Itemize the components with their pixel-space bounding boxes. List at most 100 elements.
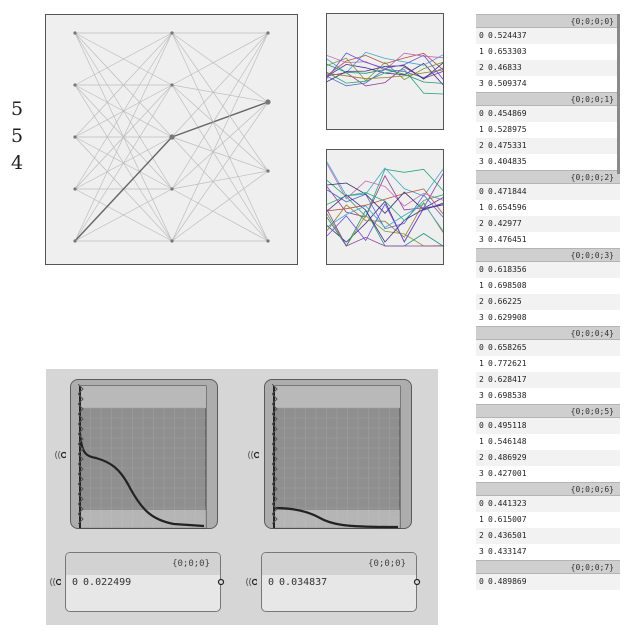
- tree-item-row: 1 0.653303: [476, 44, 620, 60]
- output-grip-icon[interactable]: [413, 576, 425, 588]
- tree-item-row: 1 0.698508: [476, 278, 620, 294]
- tree-item-value: 0.471844: [488, 187, 527, 196]
- tree-item-value: 0.654596: [488, 203, 527, 212]
- network-edge: [171, 101, 269, 242]
- output-edge-icon: [78, 384, 84, 524]
- tree-item-row: 0 0.658265: [476, 340, 620, 356]
- plot-series-line: [327, 52, 443, 80]
- tree-item-value: 0.615007: [488, 515, 527, 524]
- tree-branch-header: {0;0;0;0}: [476, 14, 620, 28]
- tree-item-row: 0 0.471844: [476, 184, 620, 200]
- tree-item-row: 0 0.618356: [476, 262, 620, 278]
- tree-item-value: 0.772621: [488, 359, 527, 368]
- tree-item-row: 2 0.486929: [476, 450, 620, 466]
- network-node: [169, 134, 175, 140]
- tree-item-index: 2: [479, 531, 484, 540]
- tree-branch-header: {0;0;0;4}: [476, 326, 620, 340]
- tree-item-index: 0: [479, 343, 484, 352]
- graph-mapper-plot: [273, 385, 401, 529]
- network-edge: [171, 136, 269, 242]
- network-edge: [171, 84, 269, 242]
- tree-item-value: 0.475331: [488, 141, 527, 150]
- layer-size-label: 5: [11, 125, 24, 147]
- tree-item-index: 3: [479, 313, 484, 322]
- tree-item-value: 0.433147: [488, 547, 527, 556]
- line-plot-top-graph: [327, 51, 443, 95]
- panel-branch-path: {0;0;0}: [262, 553, 416, 575]
- tree-item-row: 2 0.475331: [476, 138, 620, 154]
- line-plot-top[interactable]: [326, 13, 444, 130]
- input-grip-icon[interactable]: [54, 449, 66, 461]
- tree-item-row: 0 0.524437: [476, 28, 620, 44]
- scrollbar[interactable]: [617, 14, 620, 174]
- plot-series-line: [327, 57, 443, 82]
- tree-item-index: 3: [479, 157, 484, 166]
- tree-item-value: 0.454869: [488, 109, 527, 118]
- tree-item-index: 1: [479, 281, 484, 290]
- tree-branch-items: 0 0.524437 1 0.653303 2 0.46833 3 0.509374: [476, 28, 620, 92]
- tree-branch-items: 0 0.454869 1 0.528975 2 0.475331 3 0.404835: [476, 106, 620, 170]
- data-tree-list: {0;0;0;0} 0 0.524437 1 0.653303 2 0.46833 3 0.50…: [476, 14, 620, 590]
- output-grip-icon[interactable]: [217, 576, 229, 588]
- network-node: [73, 31, 77, 35]
- network-edge: [74, 136, 173, 242]
- canvas-area[interactable]: {0;0;0} 0 0.022499 {0;0;0} 0 0.034837: [46, 369, 438, 625]
- line-plot-bottom-graph: [327, 161, 443, 247]
- panel-branch-path: {0;0;0}: [66, 553, 220, 575]
- network-edge: [74, 84, 173, 242]
- tree-item-value: 0.489869: [488, 577, 527, 586]
- tree-item-value: 0.658265: [488, 343, 527, 352]
- input-grip-icon[interactable]: [245, 576, 257, 588]
- plot-series-line: [327, 67, 443, 87]
- mapper-curve: [273, 506, 399, 529]
- tree-branch-header: {0;0;0;5}: [476, 404, 620, 418]
- tree-item-row: 2 0.66225: [476, 294, 620, 310]
- plot-series-line: [327, 163, 443, 207]
- network-node: [170, 31, 174, 35]
- tree-item-value: 0.628417: [488, 375, 527, 384]
- value-panel[interactable]: {0;0;0} 0 0.022499: [65, 552, 221, 612]
- network-edge: [74, 188, 173, 242]
- network-edge: [171, 136, 269, 172]
- plot-series-line: [327, 213, 443, 247]
- data-tree-panel[interactable]: {0;0;0;0} 0 0.524437 1 0.653303 2 0.46833 3 0.50…: [476, 14, 620, 626]
- network-edge: [171, 170, 269, 190]
- tree-branch-items: 0 0.441323 1 0.615007 2 0.436501 3 0.433147: [476, 496, 620, 560]
- tree-item-value: 0.509374: [488, 79, 527, 88]
- network-diagram-panel[interactable]: [45, 14, 298, 265]
- input-grip-icon[interactable]: [247, 449, 259, 461]
- input-grip-icon[interactable]: [49, 576, 61, 588]
- network-edge: [171, 170, 269, 242]
- network-edge: [171, 32, 269, 190]
- network-node: [170, 239, 174, 243]
- tree-item-index: 2: [479, 141, 484, 150]
- network-node: [73, 135, 77, 139]
- tree-item-row: 0 0.495118: [476, 418, 620, 434]
- layer-size-label: 5: [11, 98, 24, 120]
- tree-item-index: 0: [479, 187, 484, 196]
- tree-item-index: 0: [479, 31, 484, 40]
- network-node: [266, 31, 270, 35]
- network-node: [73, 187, 77, 191]
- line-plot-bottom[interactable]: [326, 149, 444, 265]
- tree-item-index: 1: [479, 203, 484, 212]
- plot-series-line: [327, 189, 443, 230]
- tree-item-value: 0.618356: [488, 265, 527, 274]
- graph-mapper[interactable]: [70, 379, 218, 529]
- network-node: [265, 99, 271, 105]
- tree-item-value: 0.698538: [488, 391, 527, 400]
- output-edge-icon: [272, 384, 278, 524]
- tree-item-value: 0.495118: [488, 421, 527, 430]
- network-node: [73, 239, 77, 243]
- tree-item-index: 2: [479, 297, 484, 306]
- plot-series-line: [327, 182, 443, 214]
- mapper-curve: [78, 433, 205, 528]
- tree-item-value: 0.629908: [488, 313, 527, 322]
- tree-item-row: 2 0.436501: [476, 528, 620, 544]
- tree-item-index: 3: [479, 235, 484, 244]
- graph-mapper[interactable]: [264, 379, 412, 529]
- tree-item-index: 0: [479, 499, 484, 508]
- value-panel[interactable]: {0;0;0} 0 0.034837: [261, 552, 417, 612]
- tree-item-index: 0: [479, 265, 484, 274]
- network-node: [266, 239, 270, 243]
